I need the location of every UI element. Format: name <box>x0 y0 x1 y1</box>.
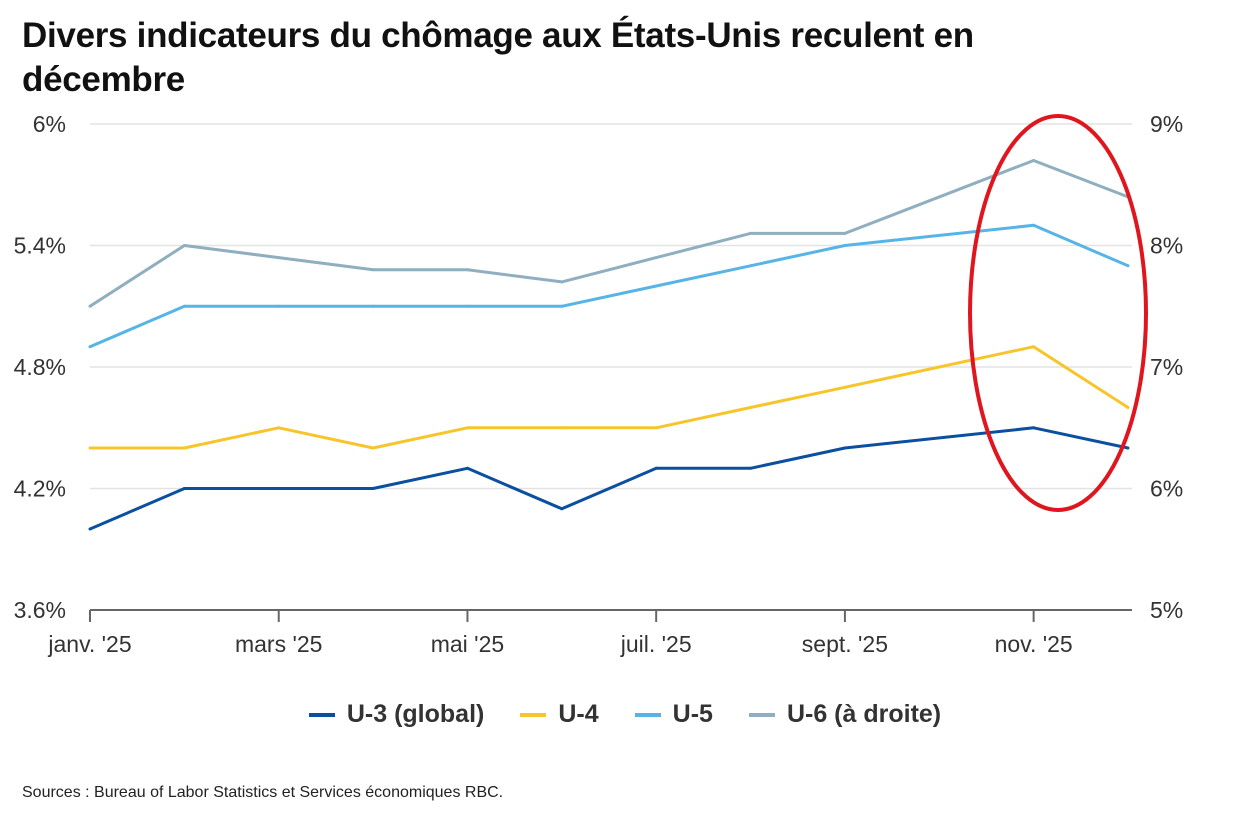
legend-swatch <box>634 712 661 717</box>
y-left-tick-label: 4.8% <box>14 354 66 380</box>
y-left-tick-label: 5.4% <box>14 233 66 259</box>
data-point <box>843 385 847 389</box>
data-point <box>465 466 469 470</box>
data-point <box>277 256 281 260</box>
x-tick-label: janv. '25 <box>47 631 131 657</box>
data-point <box>560 507 564 511</box>
data-point <box>465 268 469 272</box>
data-point <box>88 527 92 531</box>
data-point <box>749 466 753 470</box>
data-point <box>843 231 847 235</box>
legend-label: U-5 <box>672 700 713 728</box>
data-point <box>1032 223 1036 227</box>
x-tick-label: juil. '25 <box>620 631 692 657</box>
data-point <box>749 264 753 268</box>
data-point <box>88 446 92 450</box>
data-point <box>371 304 375 308</box>
y-left-tick-label: 6% <box>33 111 66 137</box>
x-tick-label: sept. '25 <box>802 631 888 657</box>
data-point <box>277 487 281 490</box>
data-point <box>371 446 375 450</box>
legend-item: U-3 (global) <box>308 700 485 729</box>
data-point <box>1032 345 1036 349</box>
data-point <box>1126 406 1130 409</box>
data-point <box>88 345 92 349</box>
data-point <box>654 284 658 288</box>
legend-label: U-4 <box>558 700 599 728</box>
data-point <box>277 304 281 308</box>
data-point <box>843 446 847 450</box>
legend-label: U-3 (global) <box>346 700 485 728</box>
y-left-tick-label: 3.6% <box>14 597 66 623</box>
y-right-tick-label: 6% <box>1150 476 1183 502</box>
legend-item: U-4 <box>520 700 599 729</box>
data-point <box>1032 426 1036 430</box>
x-tick-label: mai '25 <box>431 631 504 657</box>
y-left-tick-label: 4.2% <box>14 476 66 502</box>
legend: U-3 (global) U-4 U-5 U-6 (à droite) <box>0 700 1250 729</box>
data-point <box>465 304 469 308</box>
legend-item: U-6 (à droite) <box>748 700 942 729</box>
data-point <box>843 244 847 247</box>
data-point <box>560 304 564 308</box>
highlight-ellipse <box>968 114 1148 512</box>
source-note: Sources : Bureau of Labor Statistics et … <box>22 784 504 801</box>
data-point <box>277 426 281 430</box>
x-tick-label: nov. '25 <box>995 631 1073 657</box>
data-point <box>560 426 564 430</box>
data-point <box>182 446 186 450</box>
chart-title: Divers indicateurs du chômage aux États-… <box>22 16 974 99</box>
legend-label: U-6 (à droite) <box>786 700 942 728</box>
data-point <box>1126 264 1130 268</box>
legend-swatch <box>748 712 775 717</box>
y-right-tick-label: 5% <box>1150 597 1183 623</box>
data-point <box>88 304 92 308</box>
y-right-tick-label: 8% <box>1150 233 1183 259</box>
data-point <box>1126 446 1130 450</box>
y-right-tick-label: 7% <box>1150 354 1183 380</box>
legend-swatch <box>308 712 335 717</box>
data-point <box>371 487 375 490</box>
data-point <box>182 244 186 247</box>
data-point <box>182 304 186 308</box>
data-point <box>465 426 469 430</box>
data-point <box>371 268 375 272</box>
y-right-tick-label: 9% <box>1150 111 1183 137</box>
data-point <box>749 406 753 409</box>
legend-item: U-5 <box>634 700 713 729</box>
data-point <box>560 280 564 284</box>
data-point <box>749 231 753 235</box>
data-point <box>1032 158 1036 162</box>
data-point <box>654 466 658 470</box>
data-point <box>654 426 658 430</box>
legend-swatch <box>520 712 547 717</box>
data-point <box>654 256 658 260</box>
series-line-u-3 <box>89 426 1129 531</box>
data-point <box>182 487 186 490</box>
x-tick-label: mars '25 <box>235 631 322 657</box>
